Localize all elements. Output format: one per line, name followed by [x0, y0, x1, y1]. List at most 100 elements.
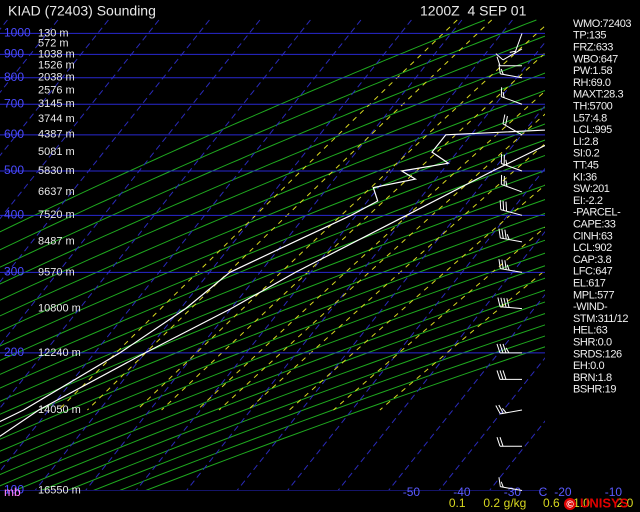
height-label: 16550 m — [38, 484, 81, 496]
y-tick-label: 500 — [4, 163, 24, 177]
y-tick-label: 100 — [4, 483, 24, 497]
mixing-ratio-line — [136, 25, 545, 411]
wind-barb — [500, 154, 523, 172]
index-text: SW:201 — [573, 183, 610, 195]
x-tick-label: -50 — [403, 485, 421, 499]
barb-feather — [505, 347, 510, 354]
mixing-ratio-line — [58, 19, 458, 411]
mixing-ratio-label: 0.2 — [483, 496, 500, 510]
barb-feather — [500, 297, 504, 308]
logo-text: UNISYS — [580, 495, 629, 510]
mixing-unit: g/kg — [504, 496, 527, 510]
barb-feather — [506, 264, 510, 271]
dry-adiabat — [0, 252, 545, 464]
plot-area — [0, 19, 545, 491]
wind-barb — [509, 33, 523, 55]
index-text: WMO:72403 — [573, 18, 631, 30]
barb-feather — [506, 298, 510, 308]
dry-adiabat — [0, 35, 545, 268]
barb-staff — [501, 163, 523, 172]
wind-barb — [498, 259, 523, 273]
barb-feather — [505, 201, 508, 212]
index-text: STM:311/12 — [573, 313, 628, 325]
index-text: BSHR:19 — [573, 384, 616, 396]
index-text: HEL:63 — [573, 325, 608, 337]
wind-barb — [495, 404, 523, 415]
logo-badge — [564, 498, 576, 510]
isotherm — [0, 19, 261, 346]
isotherm — [236, 104, 545, 491]
index-text: -WIND- — [573, 301, 608, 313]
y-tick-label: 300 — [4, 265, 24, 279]
index-text: EH:0.0 — [573, 360, 605, 372]
y-tick-label: 800 — [4, 70, 24, 84]
barb-feather — [496, 437, 501, 447]
index-text: PW:1.58 — [573, 65, 612, 77]
wind-barb — [496, 437, 522, 447]
index-text: LCL:995 — [573, 124, 612, 136]
dry-adiabat — [0, 170, 545, 389]
dry-adiabat — [0, 154, 545, 375]
mixing-ratio-line — [333, 226, 545, 411]
wind-barb — [499, 200, 523, 216]
index-text: BRN:1.8 — [573, 372, 612, 384]
barb-feather — [502, 91, 505, 98]
x-tick-label: -30 — [504, 485, 522, 499]
height-label: 10800 m — [38, 303, 81, 315]
dry-adiabat — [0, 19, 486, 233]
mixing-ratio-line — [289, 184, 545, 411]
index-text: CINH:63 — [573, 230, 613, 242]
height-label: 14050 m — [38, 404, 81, 416]
isotherm — [287, 167, 545, 491]
barb-feather — [499, 200, 502, 210]
mixing-ratio-label: 2.0 — [617, 496, 634, 510]
barb-feather — [501, 259, 504, 270]
index-text: WBO:647 — [573, 53, 618, 65]
x-unit: C — [539, 485, 548, 499]
barb-feather — [496, 370, 501, 380]
chart-time: 1200Z 4 SEP 01 — [420, 3, 527, 19]
mixing-ratio-line — [87, 19, 493, 411]
wind-barb — [500, 87, 523, 105]
wind-barb — [496, 370, 522, 380]
wind-barb — [498, 64, 523, 79]
y-tick-label: 700 — [4, 96, 24, 110]
labels: -50-40-30-20-100102030400.10.20.61.02.03… — [4, 18, 634, 510]
index-text: EL:617 — [573, 278, 606, 290]
y-tick-label: 1000 — [4, 26, 31, 40]
mixing-ratio-line — [196, 90, 545, 411]
index-text: LCL:902 — [573, 242, 612, 254]
wind-barb — [500, 174, 523, 193]
height-label: 572 m — [38, 38, 69, 50]
barb-feather — [506, 233, 510, 240]
barb-staff — [500, 237, 523, 243]
index-text: LFC:647 — [573, 266, 613, 278]
height-label: 2038 m — [38, 72, 75, 84]
dry-adiabat — [0, 19, 537, 251]
isotherm — [0, 19, 311, 409]
index-text: SHR:0.0 — [573, 337, 612, 349]
index-text: EI:-2.2 — [573, 195, 603, 207]
isotherm — [337, 230, 545, 491]
barb-feather — [504, 229, 507, 240]
barb-feather — [499, 370, 504, 380]
barb-feather — [496, 56, 501, 66]
barb-feather — [498, 228, 501, 239]
height-label: 130 m — [38, 27, 69, 39]
barb-staff — [501, 183, 523, 193]
barb-feather — [497, 297, 501, 307]
barb-feather — [505, 159, 508, 166]
index-text: CAP:3.8 — [573, 254, 611, 266]
mixing-ratio-label: 0.1 — [449, 496, 466, 510]
wind-barb — [502, 114, 523, 136]
height-label: 12240 m — [38, 347, 81, 359]
index-text: RH:69.0 — [573, 77, 611, 89]
index-text: MPL:577 — [573, 289, 615, 301]
height-label: 1038 m — [38, 48, 75, 60]
barb-feather — [498, 259, 501, 269]
barb-staff — [500, 209, 523, 216]
chart-title: KIAD (72403) Sounding — [8, 3, 156, 19]
isotherm — [0, 19, 160, 220]
barb-feather — [498, 477, 501, 487]
